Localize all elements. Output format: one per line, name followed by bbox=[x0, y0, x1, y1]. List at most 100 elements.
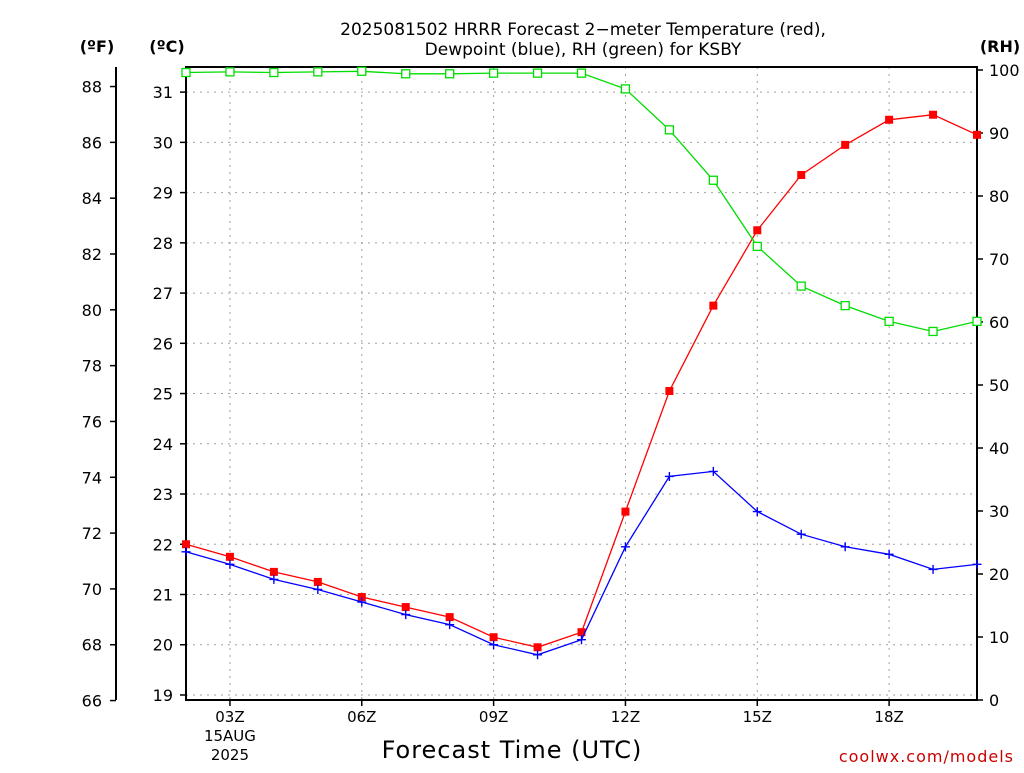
rh-tick-label: 80 bbox=[989, 187, 1009, 206]
x-tick-label: 18Z bbox=[874, 708, 903, 726]
temperature-point bbox=[269, 567, 278, 576]
x-tick-label: 12Z bbox=[611, 708, 640, 726]
rh-point bbox=[225, 67, 235, 77]
temperature-point bbox=[753, 226, 762, 235]
celsius-tick-label: 27 bbox=[153, 284, 173, 303]
dewpoint-point bbox=[401, 610, 411, 620]
x-tick-year-label: 2025 bbox=[211, 746, 249, 764]
fahrenheit-tick-label: 68 bbox=[82, 636, 102, 655]
dewpoint-point bbox=[884, 549, 894, 559]
dewpoint-point bbox=[796, 529, 806, 539]
temperature-point bbox=[182, 540, 190, 549]
fahrenheit-tick-label: 74 bbox=[82, 468, 102, 487]
fahrenheit-tick-label: 84 bbox=[82, 189, 102, 208]
rh-point bbox=[928, 326, 938, 337]
rh-tick-label: 0 bbox=[989, 691, 999, 710]
dewpoint-point bbox=[533, 650, 543, 660]
x-tick-label: 09Z bbox=[479, 708, 508, 726]
celsius-tick-label: 23 bbox=[153, 485, 173, 504]
rh-tick-label: 10 bbox=[989, 628, 1009, 647]
temperature-point bbox=[665, 387, 674, 396]
credit-text: coolwx.com/models bbox=[839, 747, 1014, 766]
temperature-line bbox=[185, 114, 978, 648]
rh-point bbox=[357, 66, 367, 76]
rh-tick-label: 30 bbox=[989, 502, 1009, 521]
celsius-tick-label: 28 bbox=[153, 234, 173, 253]
celsius-tick-label: 25 bbox=[153, 385, 173, 404]
celsius-tick-label: 21 bbox=[153, 586, 173, 605]
fahrenheit-axis-label: (ºF) bbox=[80, 37, 115, 56]
dewpoint-point bbox=[357, 597, 367, 607]
rh-point bbox=[884, 316, 894, 327]
temperature-point bbox=[841, 140, 850, 149]
rh-point bbox=[313, 67, 323, 77]
rh-point bbox=[181, 67, 191, 78]
dewpoint-point bbox=[708, 466, 718, 476]
dewpoint-point bbox=[313, 584, 323, 594]
temperature-point bbox=[973, 130, 981, 139]
celsius-tick-label: 20 bbox=[153, 636, 173, 655]
rh-point bbox=[972, 316, 982, 327]
temperature-point bbox=[225, 552, 234, 561]
temperature-point bbox=[533, 643, 542, 652]
rh-point bbox=[269, 67, 279, 78]
dewpoint-series bbox=[181, 466, 982, 660]
temperature-point bbox=[401, 603, 410, 612]
dewpoint-point bbox=[972, 559, 982, 569]
axis-layer: 66 68 70 72 74 76 78 80 82 84 86 88 19 20 21 22 23 24 25 26… bbox=[82, 61, 1020, 764]
rh-point bbox=[840, 300, 850, 311]
celsius-tick-label: 24 bbox=[153, 435, 173, 454]
celsius-tick-label: 22 bbox=[153, 535, 173, 554]
dewpoint-point bbox=[664, 471, 674, 481]
fahrenheit-tick-label: 66 bbox=[82, 692, 102, 711]
celsius-tick-label: 19 bbox=[153, 686, 173, 705]
temperature-point bbox=[621, 507, 630, 516]
temperature-point bbox=[489, 633, 498, 642]
rh-point bbox=[445, 69, 455, 79]
temperature-point bbox=[797, 171, 806, 180]
rh-point bbox=[796, 281, 806, 291]
rh-point bbox=[488, 68, 499, 78]
rh-point bbox=[401, 69, 411, 79]
rh-tick-label: 20 bbox=[989, 565, 1009, 584]
fahrenheit-tick-label: 86 bbox=[82, 133, 102, 152]
temperature-point bbox=[357, 593, 366, 602]
temperature-point bbox=[313, 577, 322, 586]
x-tick-date-label: 15AUG bbox=[204, 727, 256, 745]
x-tick-label: 15Z bbox=[743, 708, 772, 726]
temperature-point bbox=[929, 110, 938, 119]
x-tick-label: 06Z bbox=[347, 708, 376, 726]
grid-layer bbox=[186, 67, 977, 700]
rh-series bbox=[181, 66, 982, 337]
rh-point bbox=[532, 68, 543, 78]
fahrenheit-tick-label: 70 bbox=[82, 580, 102, 599]
rh-axis-label: (RH) bbox=[980, 37, 1020, 56]
chart-title-line2: Dewpoint (blue), RH (green) for KSBY bbox=[425, 40, 742, 60]
temperature-point bbox=[445, 613, 454, 622]
dewpoint-point bbox=[445, 620, 455, 630]
dewpoint-point bbox=[181, 547, 191, 557]
temperature-point bbox=[709, 301, 718, 310]
rh-tick-label: 90 bbox=[989, 124, 1009, 143]
chart-title-line1: 2025081502 HRRR Forecast 2−meter Tempera… bbox=[340, 20, 826, 40]
temperature-point bbox=[577, 628, 586, 637]
celsius-tick-label: 30 bbox=[153, 133, 173, 152]
rh-point bbox=[620, 84, 631, 94]
rh-tick-label: 60 bbox=[989, 313, 1009, 332]
rh-tick-label: 50 bbox=[989, 376, 1009, 395]
dewpoint-point bbox=[489, 640, 499, 650]
dewpoint-point bbox=[840, 542, 850, 552]
rh-point bbox=[664, 125, 675, 135]
x-tick-label: 03Z bbox=[215, 708, 244, 726]
dewpoint-point bbox=[752, 507, 762, 517]
fahrenheit-tick-label: 72 bbox=[82, 524, 102, 543]
dewpoint-line bbox=[185, 470, 978, 656]
rh-point bbox=[708, 175, 718, 185]
rh-point bbox=[752, 241, 762, 252]
temperature-series bbox=[182, 110, 981, 652]
rh-tick-label: 70 bbox=[989, 250, 1009, 269]
fahrenheit-tick-label: 80 bbox=[82, 301, 102, 320]
fahrenheit-tick-label: 88 bbox=[82, 78, 102, 97]
